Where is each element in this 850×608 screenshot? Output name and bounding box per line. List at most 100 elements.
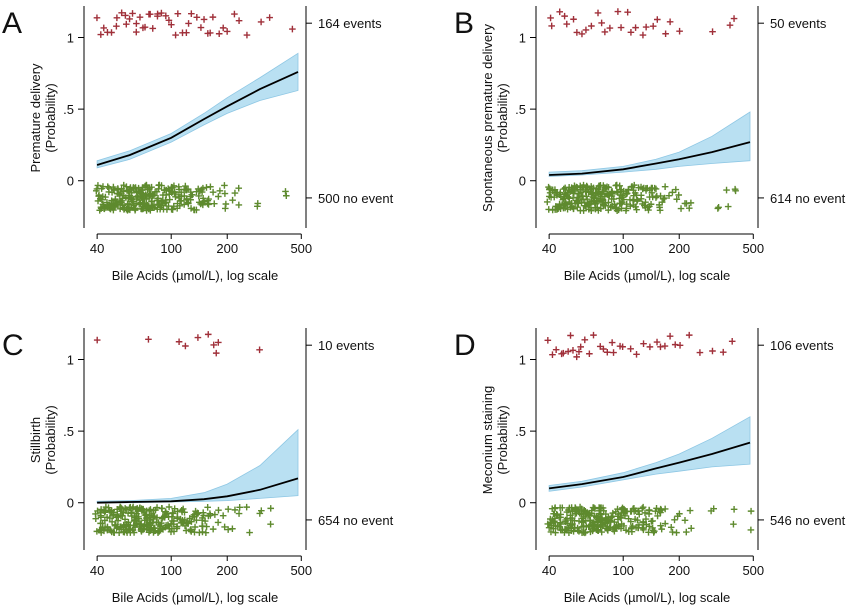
no-event-point (282, 188, 289, 195)
no-event-point (205, 201, 212, 208)
no-event-point (730, 505, 738, 513)
no-event-point (267, 505, 275, 512)
no-event-point (128, 509, 135, 516)
no-event-point (553, 206, 561, 213)
no-event-point (149, 192, 157, 199)
events-count-label: 106 events (770, 338, 834, 353)
x-tick-label: 40 (542, 563, 556, 578)
no-event-point (100, 527, 108, 535)
panel-letter: D (454, 329, 476, 362)
confidence-band (96, 52, 299, 169)
no-event-point (209, 525, 217, 533)
no-event-point (104, 523, 111, 531)
no-event-point (651, 184, 658, 192)
event-point (223, 28, 231, 35)
event-point (619, 343, 626, 351)
event-point (193, 13, 201, 21)
event-point (633, 351, 640, 358)
event-point (561, 12, 568, 20)
confidence-band (96, 428, 299, 504)
no-event-point (606, 517, 614, 524)
x-tick-label: 100 (160, 241, 182, 256)
no-event-point (580, 207, 587, 214)
y-tick-label: 0 (519, 496, 526, 511)
no-event-point (620, 196, 628, 203)
no-event-point (747, 507, 755, 515)
event-point (556, 8, 564, 16)
no-event-point (723, 186, 730, 194)
no-event-point (686, 507, 694, 514)
event-point (548, 22, 555, 30)
event-point (126, 15, 133, 23)
no-event-point (665, 192, 673, 199)
no-event-point (550, 518, 558, 526)
event-point (590, 331, 597, 339)
no-event-point (151, 188, 159, 196)
event-point (696, 349, 704, 356)
no-event-point (543, 198, 551, 206)
no-event-point (657, 506, 665, 514)
no-event-point (555, 523, 563, 530)
no-event-point (179, 505, 187, 513)
no-event-point (175, 183, 183, 191)
no-event-point (671, 516, 678, 524)
no-event-point (170, 202, 178, 210)
events-count-label: 50 events (770, 16, 827, 31)
y-axis-title-line: (Probability) (43, 83, 58, 152)
no-event-point (141, 182, 149, 190)
panel-letter: B (454, 7, 474, 40)
y-axis-title-line: (Probability) (495, 405, 510, 474)
no-event-point (613, 181, 621, 189)
no-event-point (221, 190, 229, 197)
no-event-point (661, 183, 669, 190)
y-tick-label: 0 (519, 174, 526, 189)
no-event-point (685, 204, 693, 212)
no-event-point (282, 192, 290, 200)
event-point (666, 18, 674, 26)
no-event-point (714, 205, 722, 212)
no-event-point (641, 509, 649, 517)
y-axis-title-line: (Probability) (495, 83, 510, 152)
x-axis-title: Bile Acids (µmol/L), log scale (112, 590, 278, 605)
no-event-point (138, 186, 146, 194)
event-point (93, 336, 101, 344)
no-event-point (201, 517, 209, 525)
event-point (212, 349, 220, 357)
no-event-count-label: 614 no event (770, 191, 846, 206)
no-event-point (622, 207, 630, 214)
no-event-point (611, 200, 618, 208)
no-event-point (673, 529, 680, 536)
no-event-point (575, 527, 583, 535)
no-event-point (661, 520, 669, 527)
no-event-point (222, 200, 230, 208)
event-point (209, 13, 217, 21)
no-event-point (661, 505, 669, 513)
no-event-point (118, 197, 126, 205)
event-point (726, 21, 734, 29)
event-point (197, 24, 205, 31)
no-event-point (583, 195, 591, 203)
event-point (661, 342, 669, 350)
x-tick-label: 200 (668, 241, 690, 256)
panel-letter: A (2, 7, 22, 40)
y-axis-title-line: Spontaneous premature delivery (480, 24, 495, 212)
y-tick-label: .5 (515, 424, 526, 439)
no-event-point (610, 195, 618, 203)
event-point (632, 24, 639, 31)
event-point (132, 28, 140, 36)
no-event-point (567, 204, 574, 211)
no-event-point (580, 181, 587, 189)
event-point (165, 16, 173, 24)
y-tick-label: .5 (63, 102, 74, 117)
y-tick-label: .5 (515, 102, 526, 117)
no-event-count-label: 500 no event (318, 191, 394, 206)
no-event-point (229, 525, 236, 533)
no-event-point (633, 206, 640, 213)
no-event-point (120, 192, 128, 200)
event-point (145, 336, 152, 343)
no-event-point (134, 192, 142, 200)
no-event-point (119, 201, 127, 209)
no-event-point (159, 525, 167, 533)
no-event-count-label: 654 no event (318, 513, 394, 528)
event-point (564, 348, 572, 355)
